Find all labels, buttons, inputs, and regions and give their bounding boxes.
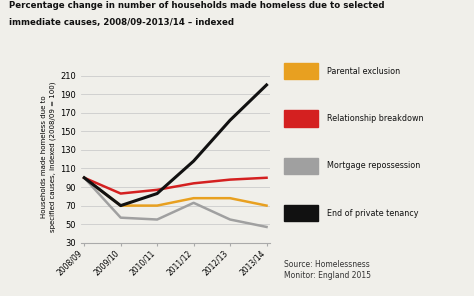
Text: Relationship breakdown: Relationship breakdown <box>327 114 424 123</box>
Text: End of private tenancy: End of private tenancy <box>327 209 419 218</box>
Text: Mortgage repossession: Mortgage repossession <box>327 161 420 170</box>
Text: Source: Homelessness
Monitor: England 2015: Source: Homelessness Monitor: England 20… <box>284 260 372 280</box>
Y-axis label: Households made homeless due to
specified causes, indexed (2008/09 = 100): Households made homeless due to specifie… <box>41 82 55 232</box>
Text: Percentage change in number of households made homeless due to selected: Percentage change in number of household… <box>9 1 385 10</box>
Text: Parental exclusion: Parental exclusion <box>327 67 400 75</box>
Text: immediate causes, 2008/09-2013/14 – indexed: immediate causes, 2008/09-2013/14 – inde… <box>9 18 235 27</box>
